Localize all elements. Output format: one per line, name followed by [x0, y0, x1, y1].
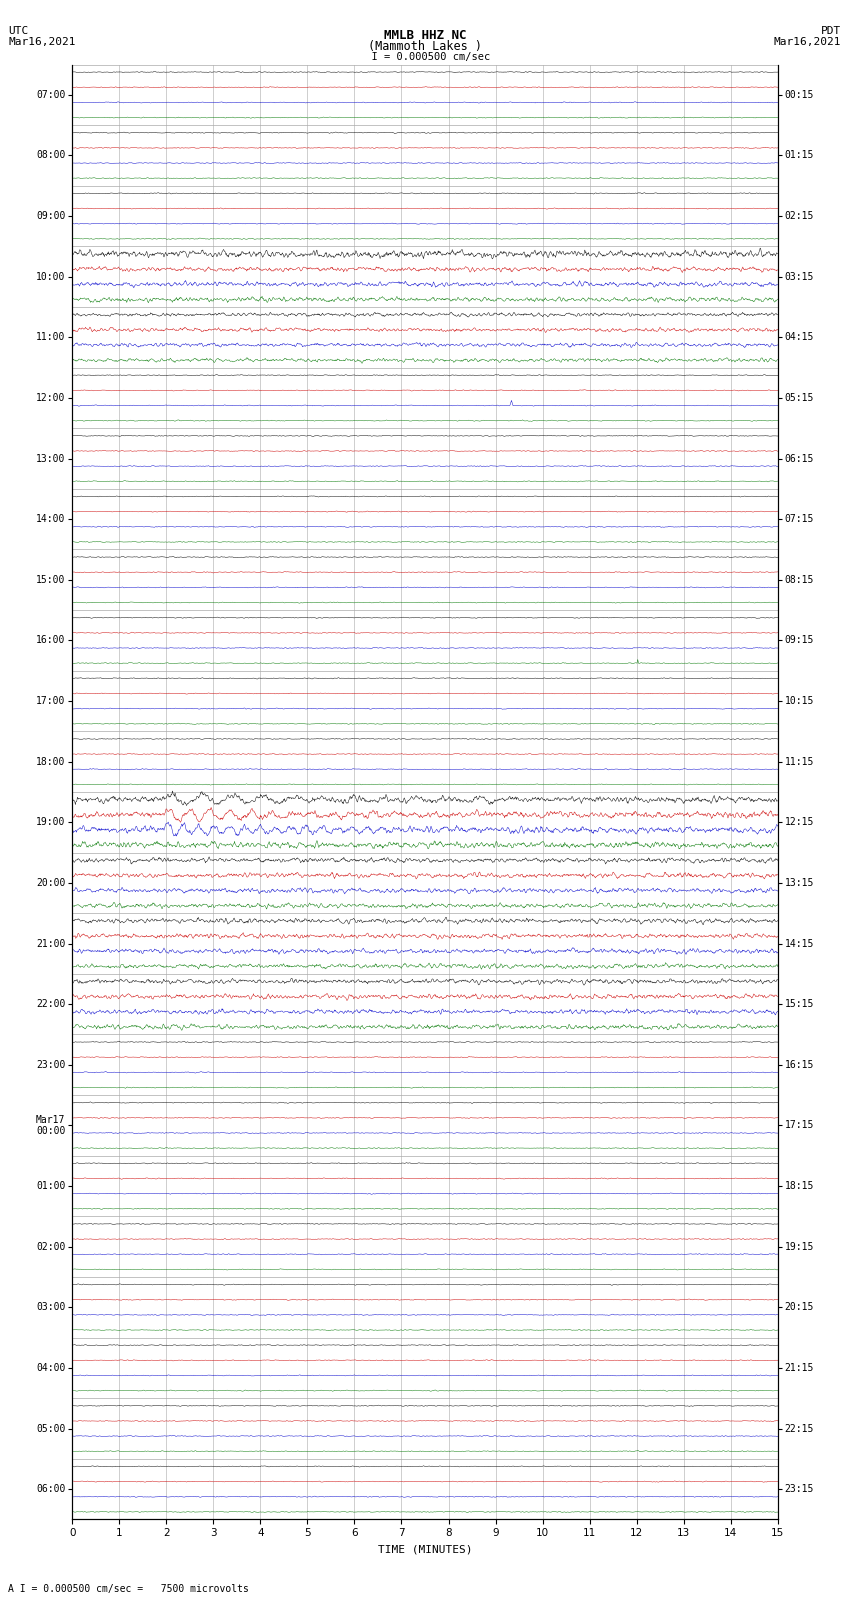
Text: I = 0.000500 cm/sec: I = 0.000500 cm/sec: [360, 52, 490, 61]
Text: A I = 0.000500 cm/sec =   7500 microvolts: A I = 0.000500 cm/sec = 7500 microvolts: [8, 1584, 249, 1594]
Text: Mar16,2021: Mar16,2021: [774, 37, 842, 47]
Text: (Mammoth Lakes ): (Mammoth Lakes ): [368, 40, 482, 53]
X-axis label: TIME (MINUTES): TIME (MINUTES): [377, 1544, 473, 1553]
Text: MMLB HHZ NC: MMLB HHZ NC: [383, 29, 467, 42]
Text: Mar16,2021: Mar16,2021: [8, 37, 76, 47]
Text: PDT: PDT: [821, 26, 842, 35]
Text: UTC: UTC: [8, 26, 29, 35]
